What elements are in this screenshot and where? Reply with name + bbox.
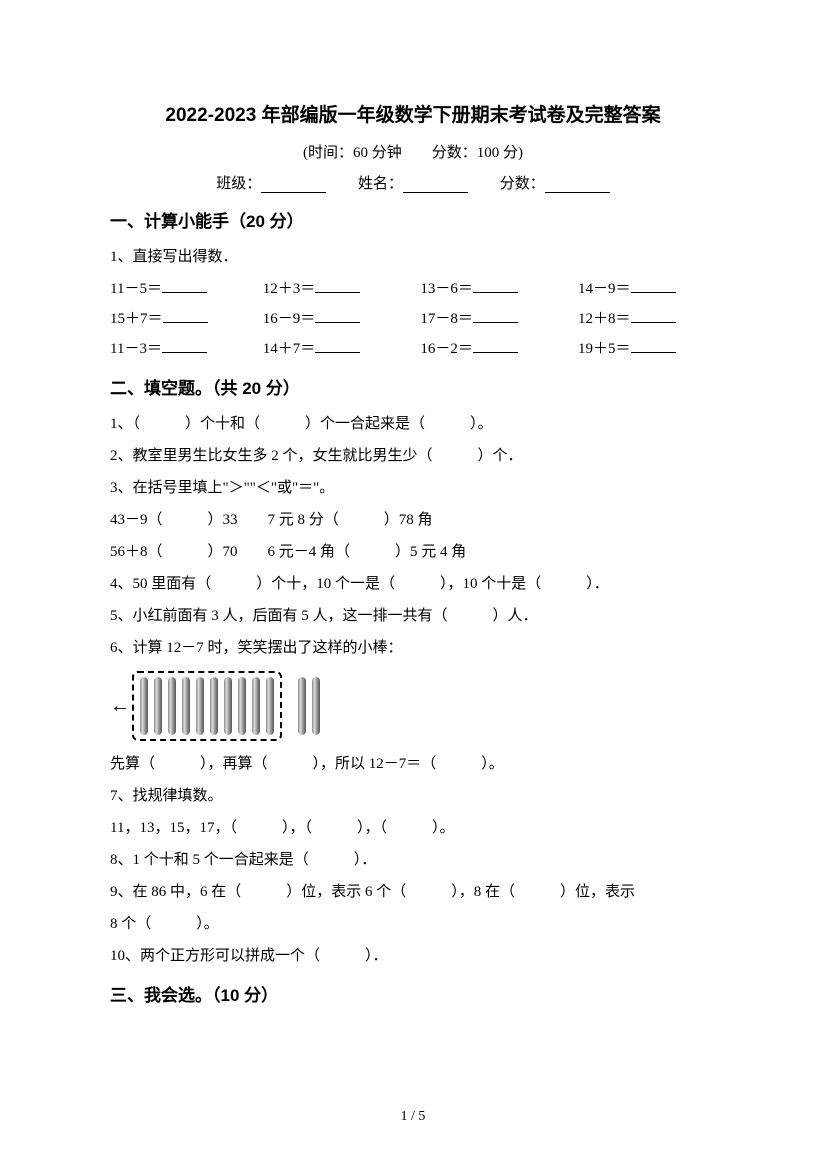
class-label: 班级： — [216, 176, 261, 192]
score-label: 分数： — [500, 176, 545, 192]
info-row: 班级： 姓名： 分数： — [110, 172, 716, 193]
stick — [224, 677, 232, 735]
page-number: 1 / 5 — [0, 1109, 826, 1125]
exam-subtitle: (时间：60 分钟 分数：100 分) — [110, 141, 716, 162]
section2-header: 二、填空题。（共 20 分） — [110, 374, 716, 399]
s2-q10: 10、两个正方形可以拼成一个（ ）． — [110, 941, 716, 971]
calc-expr: 14＋7＝ — [263, 334, 316, 364]
stick — [238, 677, 246, 735]
stick — [154, 677, 162, 735]
stick — [196, 677, 204, 735]
stick — [168, 677, 176, 735]
stick — [266, 677, 274, 735]
s2-q6-after: 先算（ ），再算（ ），所以 12－7＝（ ）。 — [110, 749, 716, 779]
s2-q1: 1、（ ）个十和（ ）个一合起来是（ ）。 — [110, 409, 716, 439]
s2-q2: 2、教室里男生比女生多 2 个，女生就比男生少（ ）个． — [110, 441, 716, 471]
answer-blank[interactable] — [473, 338, 518, 353]
sticks-diagram: ← — [110, 671, 716, 741]
answer-blank[interactable] — [473, 278, 518, 293]
stick — [140, 677, 148, 735]
answer-blank[interactable] — [473, 308, 518, 323]
stick — [298, 677, 306, 735]
answer-blank[interactable] — [162, 338, 207, 353]
calc-expr: 13－6＝ — [420, 274, 473, 304]
s2-q3a: 43－9（ ）33 7 元 8 分（ ）78 角 — [110, 505, 716, 535]
name-blank[interactable] — [403, 178, 468, 193]
answer-blank[interactable] — [163, 308, 208, 323]
stick — [312, 677, 320, 735]
calc-row-1: 11－5＝ 12＋3＝ 13－6＝ 14－9＝ — [110, 274, 716, 304]
s2-q7a: 11，13，15，17，（ ），（ ），（ ）。 — [110, 813, 716, 843]
calc-expr: 16－9＝ — [263, 304, 316, 334]
answer-blank[interactable] — [631, 278, 676, 293]
calc-expr: 19＋5＝ — [578, 334, 631, 364]
arrow-left-icon: ← — [110, 695, 130, 718]
q1-prompt: 1、直接写出得数． — [110, 242, 716, 272]
calc-expr: 17－8＝ — [420, 304, 473, 334]
answer-blank[interactable] — [315, 278, 360, 293]
s2-q4: 4、50 里面有（ ）个十，10 个一是（ ），10 个十是（ ）． — [110, 569, 716, 599]
class-blank[interactable] — [261, 178, 326, 193]
score-blank[interactable] — [545, 178, 610, 193]
stick — [252, 677, 260, 735]
stick-group-loose — [298, 677, 320, 735]
s2-q7: 7、找规律填数。 — [110, 781, 716, 811]
s2-q3: 3、在括号里填上"＞""＜"或"＝"。 — [110, 473, 716, 503]
stick-group-boxed — [132, 671, 282, 741]
answer-blank[interactable] — [631, 308, 676, 323]
calc-expr: 16－2＝ — [420, 334, 473, 364]
s2-q5: 5、小红前面有 3 人，后面有 5 人，这一排一共有（ ）人． — [110, 601, 716, 631]
calc-expr: 15＋7＝ — [110, 304, 163, 334]
calc-expr: 12＋8＝ — [578, 304, 631, 334]
section3-header: 三、我会选。（10 分） — [110, 981, 716, 1006]
s2-q9: 9、在 86 中，6 在（ ）位，表示 6 个（ ），8 在（ ）位，表示 — [110, 877, 716, 907]
answer-blank[interactable] — [631, 338, 676, 353]
section1-header: 一、计算小能手（20 分） — [110, 207, 716, 232]
calc-expr: 14－9＝ — [578, 274, 631, 304]
answer-blank[interactable] — [162, 278, 207, 293]
exam-title: 2022-2023 年部编版一年级数学下册期末考试卷及完整答案 — [110, 100, 716, 127]
stick — [182, 677, 190, 735]
answer-blank[interactable] — [315, 308, 360, 323]
s2-q6: 6、计算 12－7 时，笑笑摆出了这样的小棒： — [110, 633, 716, 663]
calc-expr: 11－3＝ — [110, 334, 162, 364]
s2-q3b: 56＋8（ ）70 6 元－4 角（ ）5 元 4 角 — [110, 537, 716, 567]
calc-expr: 11－5＝ — [110, 274, 162, 304]
name-label: 姓名： — [358, 176, 403, 192]
s2-q9b: 8 个（ ）。 — [110, 909, 716, 939]
calc-expr: 12＋3＝ — [263, 274, 316, 304]
answer-blank[interactable] — [315, 338, 360, 353]
calc-row-2: 15＋7＝ 16－9＝ 17－8＝ 12＋8＝ — [110, 304, 716, 334]
calc-row-3: 11－3＝ 14＋7＝ 16－2＝ 19＋5＝ — [110, 334, 716, 364]
s2-q8: 8、1 个十和 5 个一合起来是（ ）． — [110, 845, 716, 875]
stick — [210, 677, 218, 735]
